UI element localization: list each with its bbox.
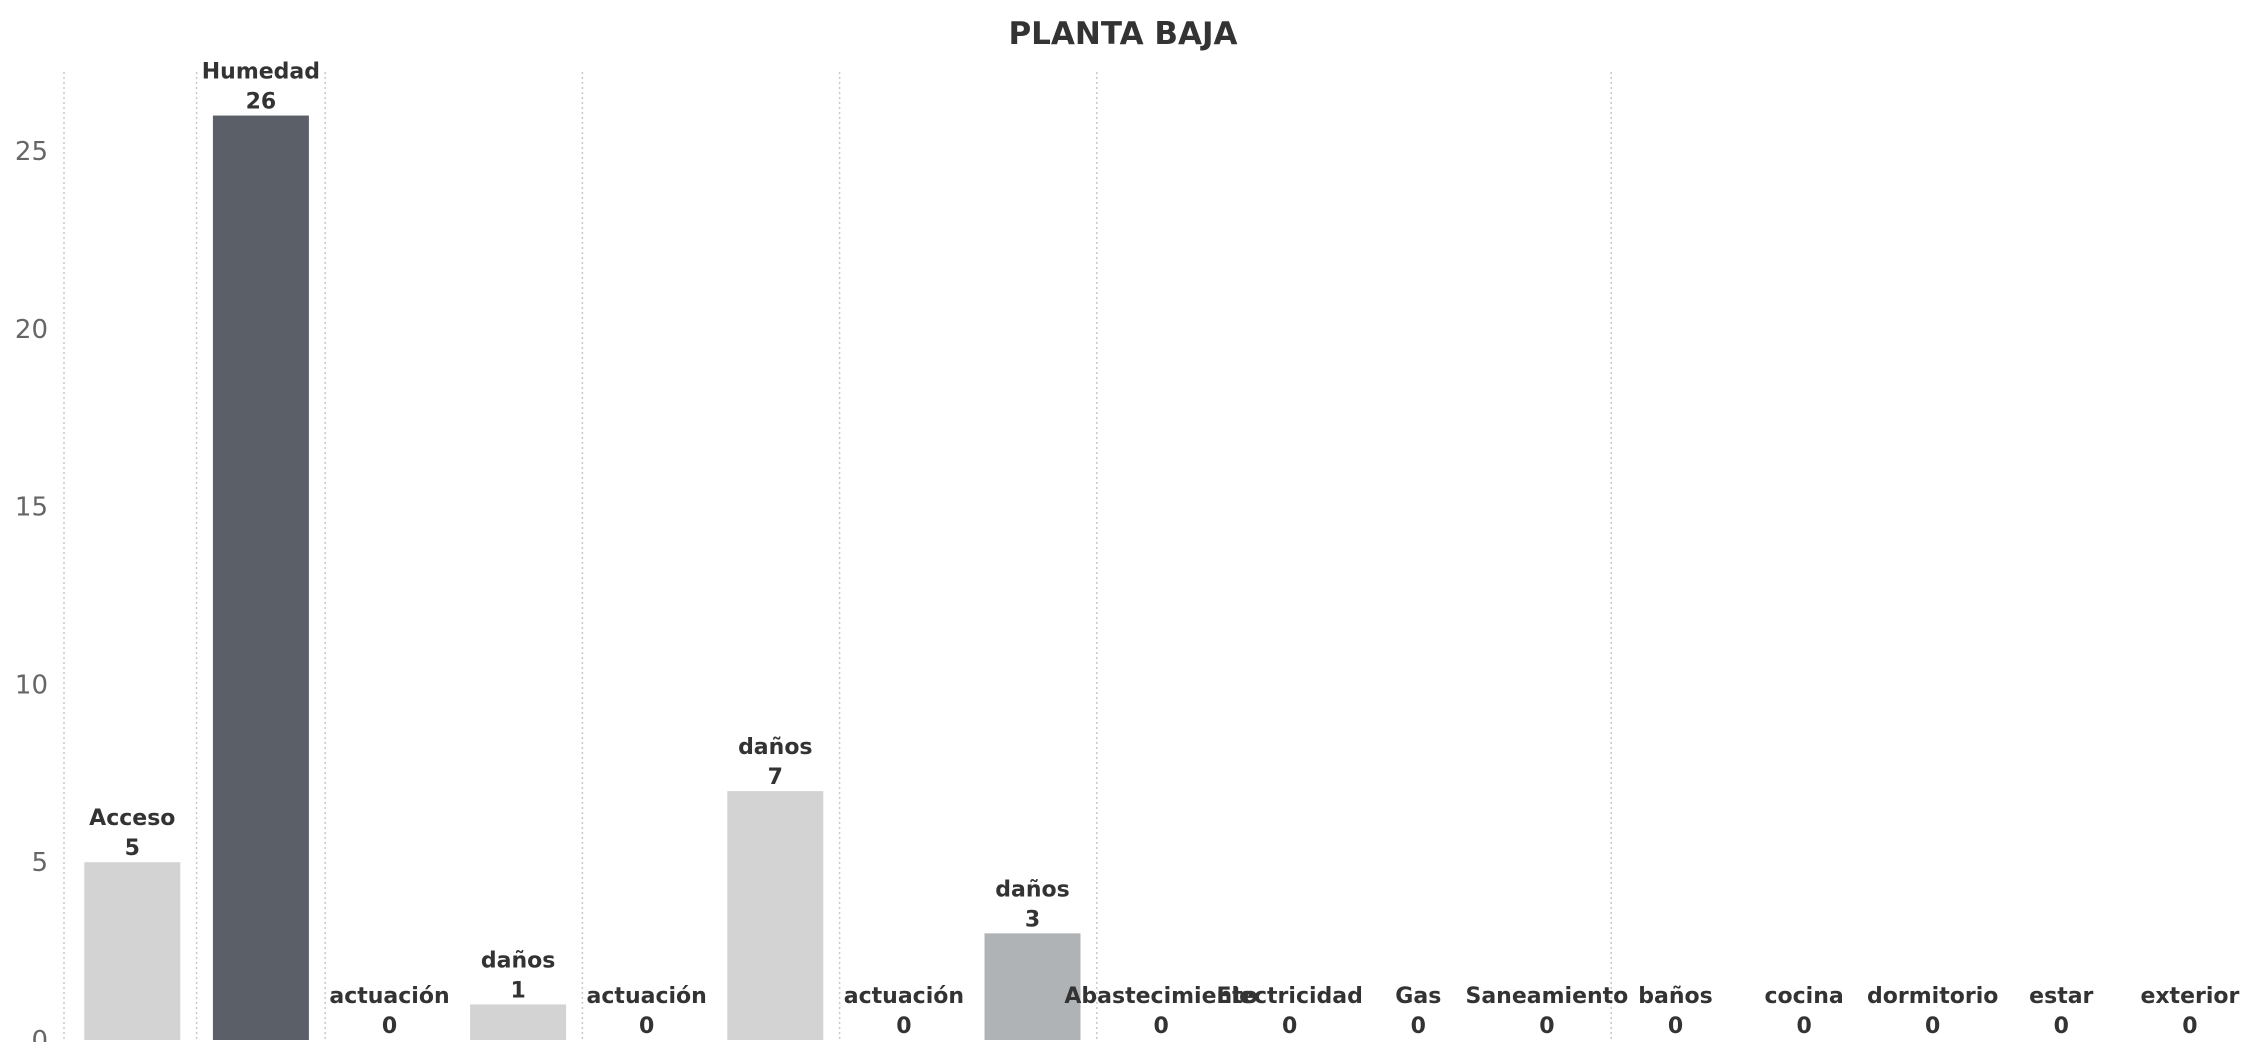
bar-value-label: 0 xyxy=(1153,1014,1168,1039)
bar xyxy=(727,791,824,1040)
bar xyxy=(984,933,1081,1040)
bar-category-label: actuación xyxy=(587,984,707,1009)
bar-category-label: Abastecimiento xyxy=(1064,984,1257,1009)
bar-category-label: daños xyxy=(995,877,1069,902)
bar-category-label: Gas xyxy=(1395,984,1441,1009)
bar-category-label: Electricidad xyxy=(1217,984,1363,1009)
y-tick-label: 5 xyxy=(31,848,48,878)
bar xyxy=(212,115,309,1041)
bar-value-label: 0 xyxy=(2182,1014,2197,1039)
chart-title: PLANTA BAJA xyxy=(1008,16,1237,52)
bar-category-label: Saneamiento xyxy=(1465,984,1628,1009)
y-tick-label: 10 xyxy=(15,670,48,700)
bar-value-label: 1 xyxy=(510,978,525,1003)
bar-category-label: estar xyxy=(2029,984,2093,1009)
bar-category-label: dormitorio xyxy=(1867,984,1998,1009)
bar-value-label: 0 xyxy=(1282,1014,1297,1039)
group-separators xyxy=(63,72,1612,1040)
bar-category-label: daños xyxy=(481,948,555,973)
bar-category-label: cocina xyxy=(1764,984,1843,1009)
bar-category-label: baños xyxy=(1638,984,1712,1009)
bar-value-label: 0 xyxy=(1539,1014,1554,1039)
bar-value-label: 0 xyxy=(896,1014,911,1039)
bar-labels: 5 Acceso 26 Humedad 0 actuación 1 daños 0 actuaci… xyxy=(89,60,2239,1039)
bar-category-label: Humedad xyxy=(202,60,320,85)
bar-value-label: 7 xyxy=(768,765,783,790)
bar xyxy=(84,862,181,1040)
bar-value-label: 0 xyxy=(1411,1014,1426,1039)
bar-category-label: exterior xyxy=(2140,984,2239,1009)
bar-value-label: 0 xyxy=(1925,1014,1940,1039)
y-tick-label: 15 xyxy=(15,493,48,523)
y-tick-label: 0 xyxy=(31,1026,48,1042)
bar-category-label: actuación xyxy=(844,984,964,1009)
y-tick-label: 20 xyxy=(15,315,48,345)
bar-category-label: actuación xyxy=(329,984,449,1009)
bar xyxy=(470,1004,567,1040)
bar-value-label: 26 xyxy=(246,90,277,115)
bar-value-label: 0 xyxy=(1796,1014,1811,1039)
bar-value-label: 0 xyxy=(1668,1014,1683,1039)
bar-category-label: Acceso xyxy=(89,806,175,831)
y-tick-label: 25 xyxy=(15,137,48,167)
y-axis: 0 5 10 15 20 25 xyxy=(15,137,48,1042)
bar-value-label: 0 xyxy=(382,1014,397,1039)
bar-value-label: 0 xyxy=(2054,1014,2069,1039)
bar-value-label: 0 xyxy=(639,1014,654,1039)
bar-category-label: daños xyxy=(738,735,812,760)
bars xyxy=(84,115,1081,1041)
bar-value-label: 3 xyxy=(1025,907,1040,932)
bar-value-label: 5 xyxy=(125,836,140,861)
